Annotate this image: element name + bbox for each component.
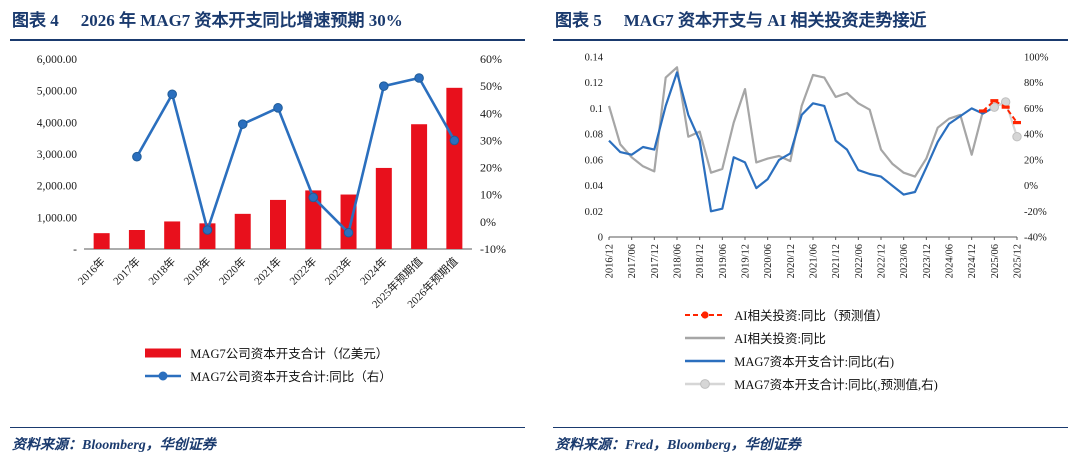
svg-text:0.08: 0.08 bbox=[585, 130, 603, 141]
legend-item-mag7-yoy: MAG7资本开支合计:同比(右) bbox=[683, 351, 894, 370]
svg-text:2019/12: 2019/12 bbox=[741, 244, 752, 278]
svg-text:50%: 50% bbox=[480, 79, 502, 93]
legend-item-mag7-forecast: MAG7资本开支合计:同比(,预测值,右) bbox=[683, 374, 938, 393]
svg-text:2023/12: 2023/12 bbox=[922, 244, 933, 278]
svg-text:2025/12: 2025/12 bbox=[1013, 244, 1024, 278]
svg-text:0.12: 0.12 bbox=[585, 78, 603, 89]
svg-text:2017/12: 2017/12 bbox=[650, 244, 661, 278]
svg-text:2023/06: 2023/06 bbox=[899, 244, 910, 278]
svg-text:0.04: 0.04 bbox=[585, 181, 604, 192]
svg-text:20%: 20% bbox=[480, 161, 502, 175]
svg-text:5,000.00: 5,000.00 bbox=[37, 86, 78, 98]
source-text: Fred，Bloomberg，华创证券 bbox=[625, 438, 801, 453]
svg-text:2,000.00: 2,000.00 bbox=[37, 181, 78, 193]
legend-item-capex-bars: MAG7公司资本开支合计（亿美元） bbox=[143, 343, 388, 362]
svg-text:20%: 20% bbox=[1024, 155, 1044, 166]
svg-text:0.02: 0.02 bbox=[585, 207, 603, 218]
figure-5-legend: AI相关投资:同比（预测值） AI相关投资:同比 MAG7资本开支合计:同比(右… bbox=[553, 305, 1068, 393]
svg-text:2024/06: 2024/06 bbox=[945, 244, 956, 278]
svg-text:2017年: 2017年 bbox=[110, 254, 143, 287]
svg-text:2016年: 2016年 bbox=[75, 254, 108, 287]
svg-text:0: 0 bbox=[598, 233, 603, 244]
svg-text:2016/12: 2016/12 bbox=[605, 244, 616, 278]
svg-text:0.1: 0.1 bbox=[590, 104, 603, 115]
svg-text:30%: 30% bbox=[480, 134, 502, 148]
figure-4-title-text: 2026 年 MAG7 资本开支同比增速预期 30% bbox=[80, 11, 403, 30]
svg-text:2020/06: 2020/06 bbox=[763, 244, 774, 278]
figure-4-chart: - 1,000.00 2,000.00 3,000.00 4,000.00 5,000.0… bbox=[37, 52, 506, 311]
bar-series-swatch-icon bbox=[145, 348, 182, 358]
figure-5-chart: 0 0.02 0.04 0.06 0.08 0.1 0.12 0.14 -40% -20% 0% 20… bbox=[585, 53, 1049, 279]
source-text: Bloomberg，华创证券 bbox=[82, 438, 216, 453]
svg-text:-40%: -40% bbox=[1024, 233, 1047, 244]
svg-text:2022/12: 2022/12 bbox=[877, 244, 888, 278]
svg-text:0%: 0% bbox=[1024, 181, 1038, 192]
svg-text:2017/06: 2017/06 bbox=[627, 244, 638, 278]
source-label: 资料来源： bbox=[12, 438, 82, 453]
svg-text:80%: 80% bbox=[1024, 78, 1044, 89]
legend-label-mag7-yoy: MAG7资本开支合计:同比(右) bbox=[734, 355, 894, 370]
figure-5-source: 资料来源：Fred，Bloomberg，华创证券 bbox=[553, 427, 1068, 464]
figure-5-panel: 图表 5 MAG7 资本开支与 AI 相关投资走势接近 0 0.02 0.04 0.06… bbox=[553, 6, 1068, 464]
lightgray-line-circle-swatch-icon bbox=[685, 378, 726, 389]
svg-text:40%: 40% bbox=[480, 106, 502, 120]
figure-4-source: 资料来源：Bloomberg，华创证券 bbox=[10, 427, 525, 464]
red-dashed-line-swatch-icon bbox=[685, 310, 726, 319]
svg-text:2024年: 2024年 bbox=[357, 254, 390, 287]
legend-label-capex-bars: MAG7公司资本开支合计（亿美元） bbox=[190, 347, 389, 362]
svg-text:40%: 40% bbox=[1024, 130, 1044, 141]
svg-text:4,000.00: 4,000.00 bbox=[37, 117, 78, 129]
figure-4-legend-items: MAG7公司资本开支合计（亿美元） MAG7公司资本开支合计:同比（右） bbox=[143, 343, 392, 385]
svg-text:0.14: 0.14 bbox=[585, 53, 604, 64]
legend-label-ai-forecast: AI相关投资:同比（预测值） bbox=[734, 309, 889, 324]
svg-text:2020/12: 2020/12 bbox=[786, 244, 797, 278]
figure-5-legend-items: AI相关投资:同比（预测值） AI相关投资:同比 MAG7资本开支合计:同比(右… bbox=[683, 305, 938, 393]
svg-text:-20%: -20% bbox=[1024, 207, 1047, 218]
svg-text:100%: 100% bbox=[1024, 53, 1049, 64]
legend-label-mag7-forecast: MAG7资本开支合计:同比(,预测值,右) bbox=[734, 378, 938, 393]
svg-text:2020年: 2020年 bbox=[216, 254, 249, 287]
source-label: 资料来源： bbox=[555, 438, 625, 453]
svg-text:2025/06: 2025/06 bbox=[990, 244, 1001, 278]
legend-label-capex-yoy: MAG7公司资本开支合计:同比（右） bbox=[190, 370, 392, 385]
svg-text:2023年: 2023年 bbox=[321, 254, 354, 287]
gray-line-swatch-icon bbox=[685, 336, 726, 339]
svg-text:60%: 60% bbox=[480, 52, 502, 66]
figure-5-title: 图表 5 MAG7 资本开支与 AI 相关投资走势接近 bbox=[553, 6, 1068, 42]
svg-text:2018年: 2018年 bbox=[145, 254, 178, 287]
svg-text:2022/06: 2022/06 bbox=[854, 244, 865, 278]
svg-text:2018/12: 2018/12 bbox=[695, 244, 706, 278]
blue-line-swatch-icon bbox=[685, 359, 726, 362]
figure-4-label: 图表 4 bbox=[12, 11, 59, 30]
svg-text:2019/06: 2019/06 bbox=[718, 244, 729, 278]
line-series-swatch-icon bbox=[145, 371, 182, 381]
svg-text:2022年: 2022年 bbox=[286, 254, 319, 287]
svg-text:2024/12: 2024/12 bbox=[967, 244, 978, 278]
svg-text:2021年: 2021年 bbox=[251, 254, 284, 287]
svg-text:60%: 60% bbox=[1024, 104, 1044, 115]
legend-item-capex-yoy: MAG7公司资本开支合计:同比（右） bbox=[143, 366, 392, 385]
svg-text:-10%: -10% bbox=[480, 242, 506, 256]
figure-5-title-text: MAG7 资本开支与 AI 相关投资走势接近 bbox=[623, 11, 927, 30]
figure-4-legend: MAG7公司资本开支合计（亿美元） MAG7公司资本开支合计:同比（右） bbox=[10, 343, 525, 385]
svg-text:0.06: 0.06 bbox=[585, 155, 603, 166]
svg-text:2021/12: 2021/12 bbox=[831, 244, 842, 278]
svg-text:6,000.00: 6,000.00 bbox=[37, 54, 78, 66]
svg-text:10%: 10% bbox=[480, 188, 502, 202]
svg-text:0%: 0% bbox=[480, 215, 496, 229]
figure-4-title: 图表 4 2026 年 MAG7 资本开支同比增速预期 30% bbox=[10, 6, 525, 42]
svg-text:1,000.00: 1,000.00 bbox=[37, 212, 78, 224]
svg-text:2019年: 2019年 bbox=[180, 254, 213, 287]
figure-4-panel: 图表 4 2026 年 MAG7 资本开支同比增速预期 30% - 1,000.00… bbox=[10, 6, 525, 464]
svg-text:3,000.00: 3,000.00 bbox=[37, 149, 78, 161]
svg-text:-: - bbox=[73, 244, 77, 256]
legend-label-ai-yoy: AI相关投资:同比 bbox=[734, 332, 826, 347]
figure-5-label: 图表 5 bbox=[555, 11, 602, 30]
svg-text:2018/06: 2018/06 bbox=[673, 244, 684, 278]
legend-item-ai-forecast: AI相关投资:同比（预测值） bbox=[683, 305, 888, 324]
svg-text:2021/06: 2021/06 bbox=[809, 244, 820, 278]
legend-item-ai-yoy: AI相关投资:同比 bbox=[683, 328, 826, 347]
